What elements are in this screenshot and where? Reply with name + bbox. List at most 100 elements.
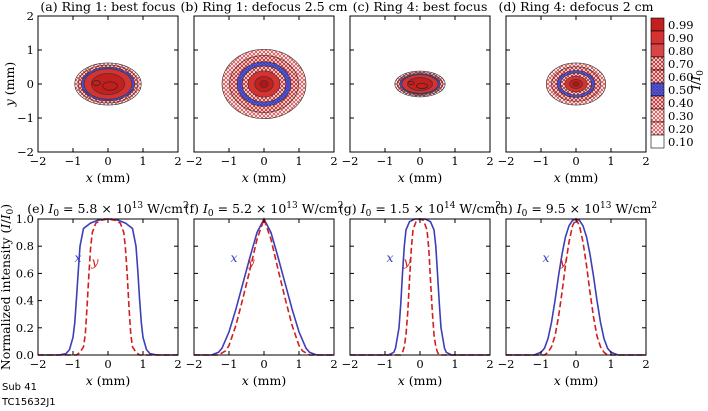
x-tick-label: 2 bbox=[330, 357, 337, 371]
x-tick-label: 2 bbox=[174, 357, 181, 371]
contour-level bbox=[259, 80, 269, 88]
colorbar-swatch bbox=[650, 69, 665, 84]
heatmap-panel: −2 −1 0 1 2 x (mm) (d) Ring 4: defocus 2 cm bbox=[498, 0, 654, 185]
panel-title: (g) I0 = 1.5 × 1014 W/cm2 bbox=[339, 201, 501, 219]
plot-frame bbox=[37, 218, 179, 356]
colorbar-swatch bbox=[650, 30, 665, 45]
colorbar-swatch bbox=[650, 121, 665, 136]
panel-title: (e) I0 = 5.8 × 1013 W/cm2 bbox=[27, 201, 189, 219]
heatmap-panel: −2 −1 0 1 2 x (mm) (c) Ring 4: best focus bbox=[342, 0, 494, 185]
x-axis-label: x (mm) bbox=[554, 373, 599, 388]
colorbar-swatch bbox=[650, 17, 665, 32]
colorbar-level-label: 0.40 bbox=[668, 96, 694, 110]
plot-frame bbox=[193, 218, 335, 356]
x-axis-label: x (mm) bbox=[86, 170, 131, 185]
x-tick-label: 1 bbox=[607, 357, 614, 371]
footer-line1: Sub 41 bbox=[2, 382, 37, 393]
panel-title: (f) I0 = 5.2 × 1013 W/cm2 bbox=[185, 201, 344, 219]
series-x-line bbox=[38, 218, 178, 356]
line-panel: −2 −1 0 1 2 x (mm) x y (f) I0 = 5.2 × 1013 W/cm2 bbox=[185, 201, 344, 388]
x-axis-label: x (mm) bbox=[242, 170, 287, 185]
panel-title: (d) Ring 4: defocus 2 cm bbox=[498, 0, 653, 14]
x-tick-label: −2 bbox=[498, 357, 515, 371]
contour-level bbox=[572, 81, 580, 87]
colorbar-level-label: 0.80 bbox=[668, 44, 694, 58]
y-axis-label: y (mm) bbox=[2, 62, 17, 108]
x-tick-label: −2 bbox=[342, 154, 359, 168]
y-tick-label: 0.0 bbox=[16, 348, 34, 362]
x-tick-label: −1 bbox=[377, 154, 394, 168]
series-x-label: x bbox=[542, 250, 549, 265]
series-y-label: y bbox=[90, 254, 99, 269]
colorbar-level-label: 0.10 bbox=[668, 135, 694, 149]
heatmap-panel: −2 −1 0 1 2 −2 −1 0 1 2 x (mm) (a) Ring 1: best foc… bbox=[2, 0, 182, 185]
x-tick-label: −2 bbox=[186, 154, 203, 168]
series-y-line bbox=[194, 216, 334, 356]
x-axis-label: x (mm) bbox=[398, 170, 443, 185]
x-tick-label: 1 bbox=[451, 154, 458, 168]
series-y-label: y bbox=[402, 254, 411, 269]
colorbar-swatch bbox=[650, 108, 665, 123]
x-tick-label: 0 bbox=[416, 154, 423, 168]
x-tick-label: 2 bbox=[486, 357, 493, 371]
contour-level bbox=[416, 83, 428, 89]
x-tick-label: −1 bbox=[377, 357, 394, 371]
x-tick-label: 1 bbox=[139, 154, 146, 168]
y-tick-label: 1 bbox=[27, 43, 34, 57]
y-tick-label: 1.0 bbox=[16, 212, 34, 226]
panel-title: (h) I0 = 9.5 × 1013 W/cm2 bbox=[495, 201, 657, 219]
colorbar-level-label: 0.30 bbox=[668, 109, 694, 123]
x-tick-label: 1 bbox=[139, 357, 146, 371]
y-tick-label: 0.6 bbox=[16, 266, 34, 280]
y-tick-label: 0.2 bbox=[16, 321, 34, 335]
colorbar-swatch bbox=[650, 43, 665, 58]
x-tick-label: −2 bbox=[30, 357, 47, 371]
contour-level bbox=[407, 77, 433, 91]
x-tick-label: −2 bbox=[498, 154, 515, 168]
colorbar-level-label: 0.50 bbox=[668, 83, 694, 97]
x-tick-label: 0 bbox=[416, 357, 423, 371]
series-y-line bbox=[506, 217, 646, 356]
contour-level bbox=[102, 81, 118, 91]
panel-title: (a) Ring 1: best focus bbox=[40, 0, 175, 14]
y-tick-label: 0.8 bbox=[16, 239, 34, 253]
panel-title: (b) Ring 1: defocus 2.5 cm bbox=[181, 0, 348, 14]
x-tick-label: −1 bbox=[221, 357, 238, 371]
contour-level bbox=[91, 73, 125, 95]
x-axis-label: x (mm) bbox=[398, 373, 443, 388]
x-tick-label: −2 bbox=[186, 357, 203, 371]
line-panel: −2 −1 0 1 2 x (mm) x y (h) I0 = 9.5 × 1013 W/cm2 bbox=[495, 201, 657, 388]
colorbar-label: I/I0 bbox=[688, 70, 706, 91]
series-x-line bbox=[194, 217, 334, 356]
series-y-label: y bbox=[558, 254, 567, 269]
x-tick-label: 2 bbox=[174, 154, 181, 168]
colorbar-swatch bbox=[650, 56, 665, 71]
x-axis-label: x (mm) bbox=[86, 373, 131, 388]
colorbar-swatch bbox=[650, 95, 665, 110]
contour-level bbox=[92, 80, 101, 86]
series-x-line bbox=[506, 218, 646, 356]
colorbar-swatch bbox=[650, 82, 665, 97]
series-x-label: x bbox=[230, 250, 237, 265]
line-panel: −2 −1 0 1 2 x (mm) x y (g) I0 = 1.5 × 1014 W/cm2 bbox=[339, 201, 501, 388]
x-tick-label: 0 bbox=[104, 357, 111, 371]
x-tick-label: −1 bbox=[65, 357, 82, 371]
colorbar-level-label: 0.99 bbox=[668, 18, 694, 32]
y-tick-label: −1 bbox=[17, 111, 34, 125]
x-tick-label: 1 bbox=[607, 154, 614, 168]
x-tick-label: 2 bbox=[486, 154, 493, 168]
x-tick-label: 1 bbox=[295, 154, 302, 168]
x-tick-label: −2 bbox=[342, 357, 359, 371]
x-tick-label: −1 bbox=[221, 154, 238, 168]
colorbar-level-label: 0.70 bbox=[668, 57, 694, 71]
contour-level bbox=[407, 81, 415, 85]
x-tick-label: 0 bbox=[260, 154, 267, 168]
x-tick-label: −1 bbox=[65, 154, 82, 168]
series-y-label: y bbox=[246, 254, 255, 269]
footer-line2: TC15632J1 bbox=[2, 397, 56, 408]
y-tick-label: 0 bbox=[27, 77, 34, 91]
x-tick-label: 1 bbox=[295, 357, 302, 371]
x-tick-label: 0 bbox=[572, 154, 579, 168]
colorbar: 0.990.900.800.700.600.500.400.300.200.10… bbox=[650, 17, 706, 149]
